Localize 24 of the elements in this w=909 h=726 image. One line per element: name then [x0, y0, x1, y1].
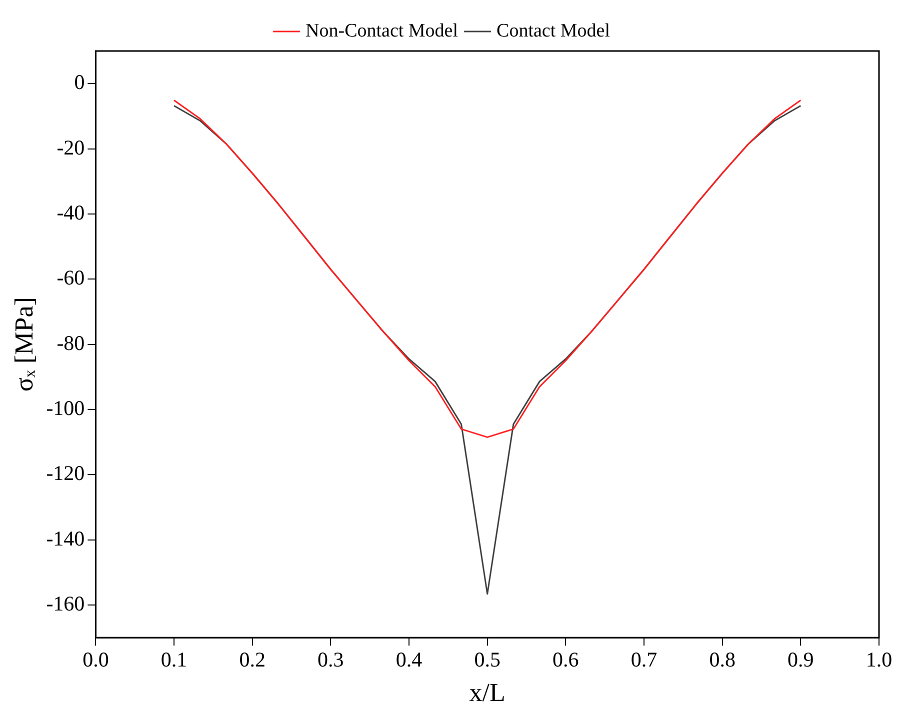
x-tick-label: 0.4: [396, 648, 423, 672]
x-tick-label: 0.5: [474, 648, 500, 672]
x-tick-label: 0.6: [552, 648, 579, 672]
x-tick-label: 0.8: [709, 648, 736, 672]
legend-label: Non-Contact Model: [306, 20, 458, 42]
legend-label: Contact Model: [496, 20, 610, 42]
y-axis-title: σₓ [MPa]: [9, 297, 38, 392]
y-tick-label: -120: [46, 461, 85, 486]
x-tick-label: 0.9: [788, 648, 814, 672]
y-tick-label: -40: [56, 200, 85, 224]
x-tick-label: 1.0: [866, 648, 892, 672]
x-tick-label: 0.1: [160, 648, 188, 672]
y-tick-label: -140: [46, 526, 85, 550]
y-tick-label: -20: [56, 135, 85, 160]
y-tick-label: -160: [46, 592, 85, 616]
x-tick-label: 0.2: [239, 648, 266, 672]
x-tick-label: 0.0: [82, 648, 109, 672]
y-tick-label: -100: [46, 396, 85, 420]
y-tick-label: -60: [56, 266, 85, 290]
y-tick-label: -80: [56, 330, 85, 355]
x-tick-label: 0.7: [630, 648, 658, 672]
x-axis-title: x/L: [469, 678, 506, 708]
x-tick-label: 0.3: [318, 648, 344, 672]
y-tick-label: 0: [74, 70, 85, 94]
